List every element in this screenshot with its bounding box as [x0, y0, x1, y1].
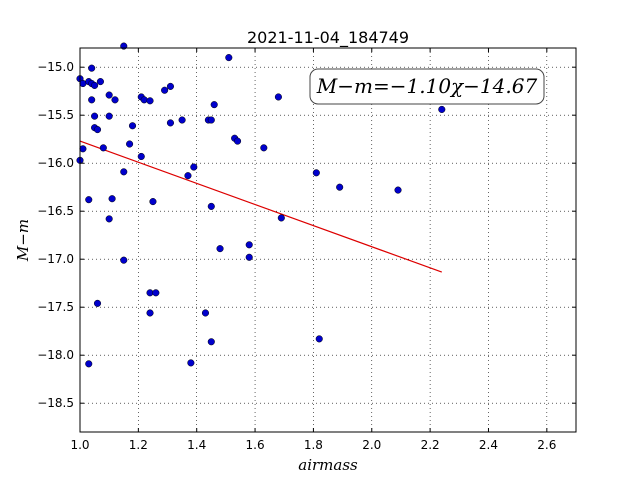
fit-equation-frame: [309, 68, 545, 105]
x-axis-label: airmass: [298, 456, 358, 474]
data-point: [91, 112, 99, 120]
data-point: [207, 338, 215, 346]
plot-background: [80, 48, 576, 432]
y-tick-label: −15.0: [37, 60, 74, 74]
x-tick-label: 1.6: [246, 438, 265, 452]
data-point: [216, 245, 224, 253]
data-point: [207, 202, 215, 210]
y-tick-label: −16.0: [37, 156, 74, 170]
y-tick-label: −15.5: [37, 108, 74, 122]
data-point: [394, 186, 402, 194]
y-tick-label: −17.5: [37, 300, 74, 314]
data-point: [277, 214, 285, 222]
data-point: [108, 195, 116, 203]
data-point: [274, 93, 282, 101]
data-point: [312, 169, 320, 177]
x-tick-label: 2.6: [537, 438, 556, 452]
data-point: [140, 96, 148, 104]
x-tick-label: 1.4: [187, 438, 206, 452]
data-point: [93, 299, 102, 307]
data-point: [187, 359, 195, 367]
data-point: [128, 122, 137, 130]
data-point: [210, 101, 218, 109]
data-point: [146, 309, 154, 317]
data-point: [137, 152, 145, 161]
data-point: [166, 119, 174, 127]
grid: [80, 48, 576, 432]
fit-equation-text: M−m=−1.10χ−14.67: [316, 74, 538, 98]
data-point: [190, 163, 198, 171]
data-point: [99, 144, 107, 152]
data-point: [315, 335, 323, 343]
fit-equation-box: M−m=−1.10χ−14.67: [309, 68, 545, 105]
x-tick-label: 1.8: [304, 438, 323, 452]
data-point: [438, 105, 446, 113]
y-tick-label: −18.0: [37, 348, 74, 362]
data-point: [88, 96, 96, 104]
data-point: [93, 126, 102, 134]
data-point: [85, 196, 93, 204]
data-point: [149, 198, 157, 206]
ticks: 1.0 1.2 1.4 1.6 1.8 2.0 2.2 2.4 2.6 −15.0 −15.5 −16…: [37, 48, 576, 452]
y-tick-label: −18.5: [37, 396, 74, 410]
x-tick-label: 1.0: [70, 438, 89, 452]
data-point: [79, 145, 87, 153]
y-tick-label: −17.0: [37, 252, 74, 266]
x-tick-label: 2.0: [362, 438, 381, 452]
data-point: [201, 309, 210, 317]
data-point: [105, 112, 113, 120]
fit-line: [79, 140, 442, 273]
data-point: [184, 172, 192, 180]
data-point: [152, 289, 160, 297]
data-point: [91, 81, 99, 89]
fit-line-group: [79, 140, 442, 273]
data-point: [245, 253, 253, 261]
data-point: [207, 116, 215, 124]
data-point: [105, 215, 113, 223]
x-tick-label: 2.2: [421, 438, 440, 452]
data-point: [146, 97, 154, 105]
data-point: [120, 168, 128, 176]
data-point: [225, 54, 233, 62]
data-point: [260, 144, 268, 152]
plot-area: 1.0 1.2 1.4 1.6 1.8 2.0 2.2 2.4 2.6 −15.0 −15.5 −16…: [37, 42, 577, 452]
data-point: [166, 82, 174, 90]
data-point: [88, 64, 96, 72]
plot-frame: [79, 47, 577, 433]
data-point: [234, 137, 242, 145]
y-axis-label: M−m: [14, 219, 32, 262]
data-point: [126, 140, 134, 148]
data-point: [336, 183, 344, 191]
chart-title: 2021-11-04_184749: [247, 28, 409, 48]
data-point: [178, 116, 186, 124]
y-tick-label: −16.5: [37, 204, 74, 218]
scatter-points: [76, 42, 446, 368]
data-point: [245, 241, 253, 249]
x-tick-label: 2.4: [479, 438, 498, 452]
data-point: [105, 91, 113, 99]
data-point: [120, 256, 128, 264]
data-point: [161, 86, 169, 94]
data-point: [111, 96, 119, 104]
data-point: [85, 360, 93, 368]
data-point: [96, 78, 104, 86]
x-tick-label: 1.2: [129, 438, 148, 452]
